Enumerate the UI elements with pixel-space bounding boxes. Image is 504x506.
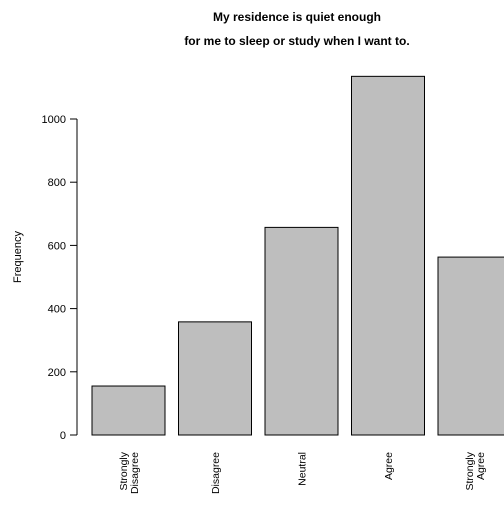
y-tick-label: 0 — [60, 430, 66, 442]
y-tick-label: 1000 — [42, 114, 66, 126]
y-tick-label: 600 — [48, 240, 66, 252]
x-axis-labels: Strongly Disagree Disagree Neutral Agree Stro… — [118, 451, 487, 494]
chart-title-line-1: My residence is quiet enough — [213, 10, 381, 24]
chart-title-line-2: for me to sleep or study when I want to. — [184, 34, 409, 48]
y-tick-label: 200 — [48, 367, 66, 379]
bar-4 — [437, 256, 504, 436]
bar-3 — [351, 75, 425, 436]
x-category-label: Disagree — [129, 452, 141, 494]
bar-0 — [91, 385, 166, 436]
y-axis: 0 200 400 600 800 1000 — [42, 114, 78, 442]
y-tick-label: 400 — [48, 304, 66, 316]
x-category-label: Agree — [383, 452, 395, 480]
bars — [91, 75, 504, 436]
y-tick-label: 800 — [48, 177, 66, 189]
x-category-label: Neutral — [297, 452, 309, 486]
x-category-label: Strongly — [464, 451, 476, 490]
x-category-label: Agree — [475, 452, 487, 480]
bar-1 — [178, 321, 252, 436]
bar-2 — [264, 226, 339, 436]
x-category-label: Strongly — [118, 451, 130, 490]
x-category-label: Disagree — [210, 452, 222, 494]
y-axis-label: Frequency — [12, 231, 24, 283]
